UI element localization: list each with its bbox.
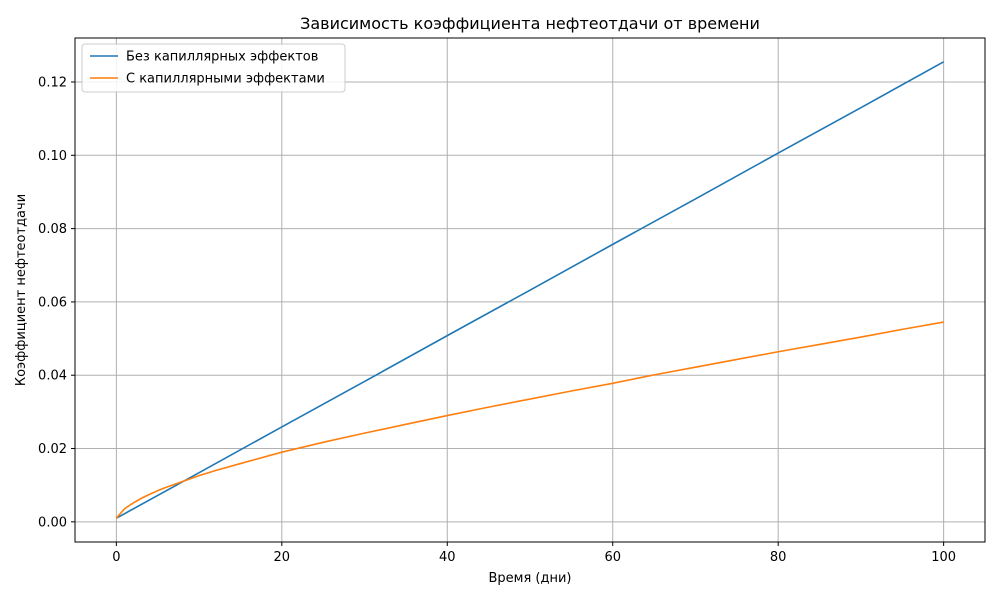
series-lines <box>115 61 945 519</box>
y-tick-label: 0.02 <box>38 442 67 457</box>
chart-title: Зависимость коэффициента нефтеотдачи от … <box>300 14 760 33</box>
legend-label-1: С капиллярными эффектами <box>126 72 325 87</box>
grid <box>75 38 985 542</box>
x-tick-label: 20 <box>274 550 291 565</box>
y-tick-label: 0.08 <box>38 222 67 237</box>
x-tick-label: 40 <box>439 550 456 565</box>
y-tick-label: 0.12 <box>38 75 67 90</box>
legend-label-0: Без капиллярных эффектов <box>126 50 318 65</box>
x-tick-label: 100 <box>931 550 956 565</box>
x-tick-label: 0 <box>112 550 120 565</box>
x-tick-label: 60 <box>604 550 621 565</box>
legend-box <box>81 43 346 93</box>
y-tick-label: 0.10 <box>38 149 67 164</box>
y-tick-label: 0.00 <box>38 515 67 530</box>
series-line-1 <box>115 321 944 519</box>
x-axis-label: Время (дни) <box>488 571 571 586</box>
x-tick-label: 80 <box>770 550 787 565</box>
axis-ticks: 0 20 40 60 80 100 0.00 0.02 0.04 0.06 0.08 0.10 0.12 <box>38 75 956 565</box>
series-line-0 <box>115 61 945 519</box>
legend: Без капиллярных эффектов С капиллярными э… <box>81 43 346 93</box>
y-axis-label: Коэффициент нефтеотдачи <box>14 194 29 386</box>
y-tick-label: 0.04 <box>38 369 67 384</box>
plot-frame <box>74 37 986 543</box>
y-tick-label: 0.06 <box>38 295 67 310</box>
